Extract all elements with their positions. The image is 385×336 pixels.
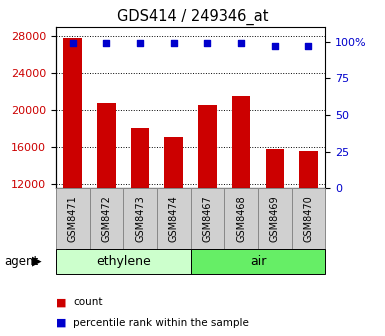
Text: GSM8468: GSM8468 [236, 195, 246, 242]
Bar [157, 188, 191, 249]
Bar [64, 38, 82, 188]
Bar [123, 188, 157, 249]
Bar [56, 188, 89, 249]
Bar [89, 188, 123, 249]
Point [272, 43, 278, 49]
Text: ▶: ▶ [32, 255, 42, 268]
Bar [191, 249, 325, 274]
Point [204, 40, 211, 46]
Bar [258, 188, 292, 249]
Bar [299, 151, 318, 188]
Text: ■: ■ [56, 297, 66, 307]
Point [70, 40, 76, 46]
Point [305, 43, 311, 49]
Text: air: air [250, 255, 266, 268]
Bar [97, 103, 115, 188]
Text: GDS414 / 249346_at: GDS414 / 249346_at [117, 8, 268, 25]
Text: count: count [73, 297, 103, 307]
Bar [232, 96, 250, 188]
Bar [56, 249, 191, 274]
Text: GSM8474: GSM8474 [169, 195, 179, 242]
Text: GSM8469: GSM8469 [270, 195, 280, 242]
Text: GSM8473: GSM8473 [135, 195, 145, 242]
Bar [164, 137, 183, 188]
Text: GSM8472: GSM8472 [101, 195, 111, 242]
Bar [191, 188, 224, 249]
Point [103, 40, 109, 46]
Text: GSM8470: GSM8470 [303, 195, 313, 242]
Text: GSM8471: GSM8471 [68, 195, 78, 242]
Bar [224, 188, 258, 249]
Point [171, 40, 177, 46]
Text: ■: ■ [56, 318, 66, 328]
Point [137, 40, 143, 46]
Bar [131, 128, 149, 188]
Point [238, 40, 244, 46]
Text: ethylene: ethylene [96, 255, 151, 268]
Bar [198, 105, 217, 188]
Text: GSM8467: GSM8467 [203, 195, 213, 242]
Text: agent: agent [4, 255, 38, 268]
Text: percentile rank within the sample: percentile rank within the sample [73, 318, 249, 328]
Bar [292, 188, 325, 249]
Bar [266, 149, 284, 188]
